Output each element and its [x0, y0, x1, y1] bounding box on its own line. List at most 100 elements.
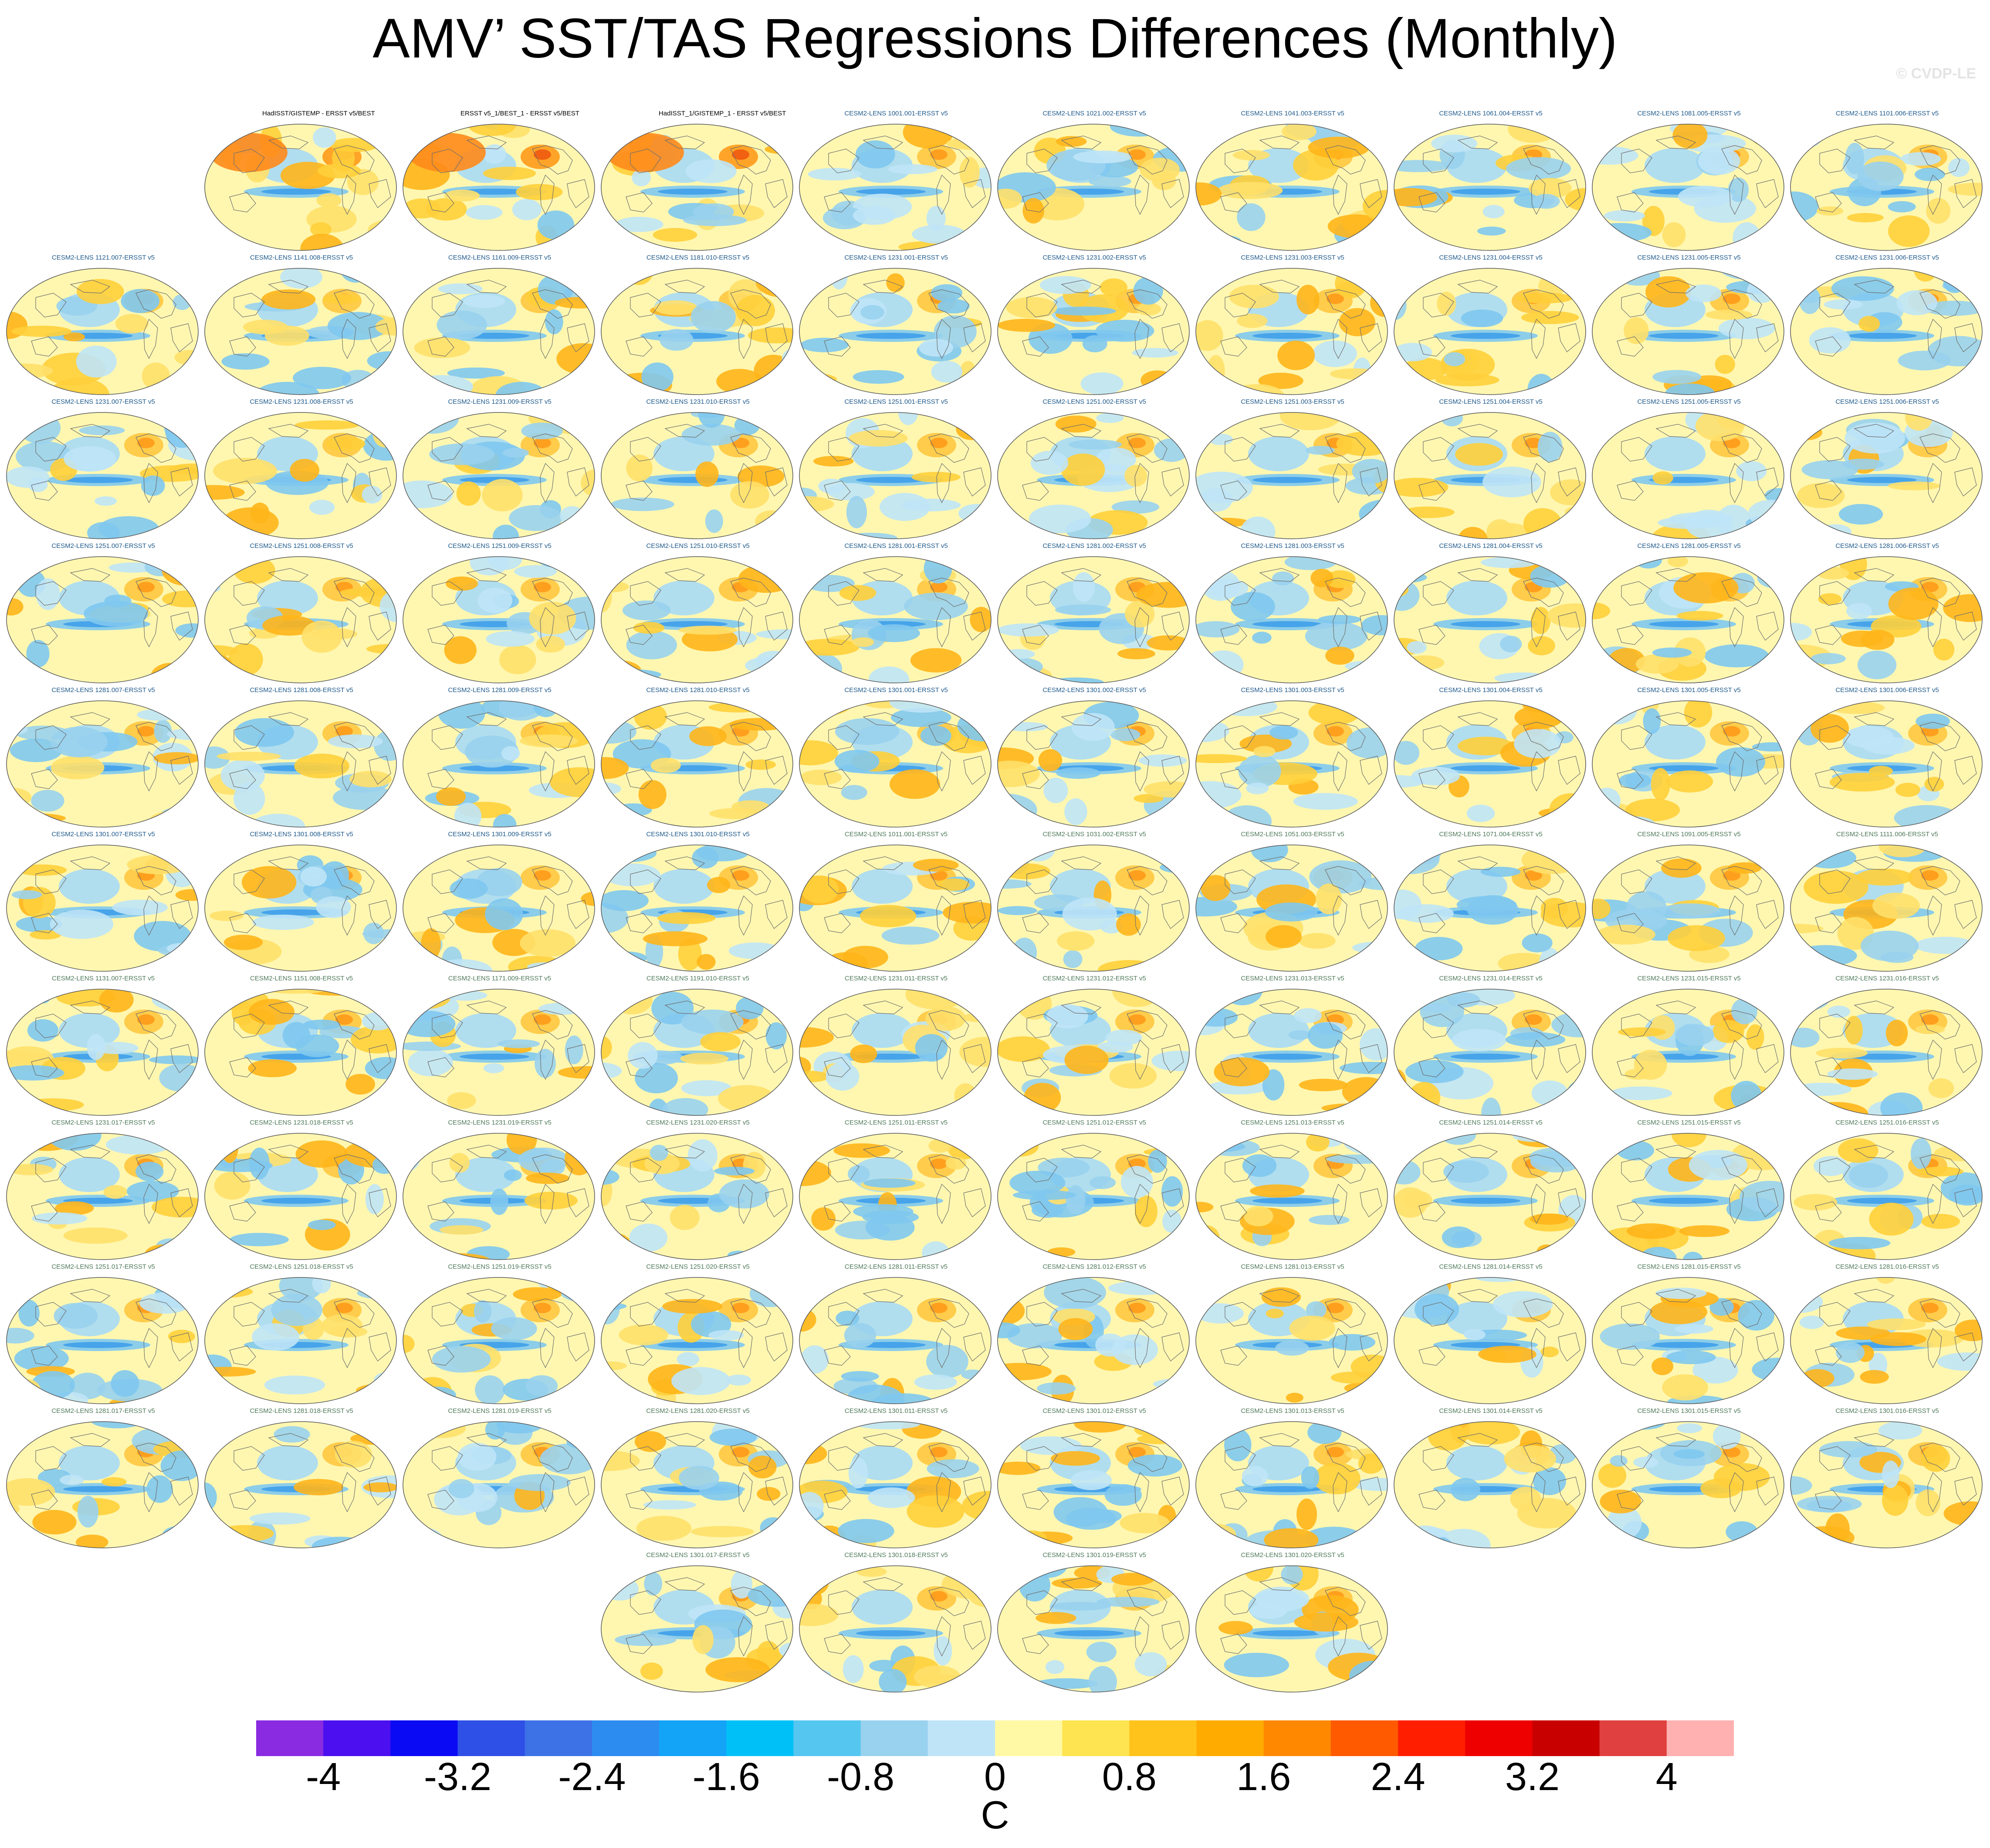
map-panel: CESM2-LENS 1281.002-ERSST v5	[996, 542, 1192, 686]
panel-label: CESM2-LENS 1301.012-ERSST v5	[1042, 1407, 1146, 1415]
map-panel: CESM2-LENS 1251.002-ERSST v5	[996, 398, 1192, 542]
map-panel: CESM2-LENS 1281.007-ERSST v5	[5, 686, 201, 830]
map-panel: CESM2-LENS 1231.018-ERSST v5	[203, 1119, 399, 1263]
global-regression-map	[403, 989, 595, 1116]
map-panel: CESM2-LENS 1231.008-ERSST v5	[203, 398, 399, 542]
colorbar-tick-label: 1.6	[1236, 1755, 1291, 1799]
global-regression-map	[997, 412, 1190, 539]
global-regression-map	[799, 1565, 992, 1693]
panel-label: CESM2-LENS 1281.016-ERSST v5	[1835, 1263, 1939, 1270]
global-regression-map	[601, 412, 793, 539]
panel-label: CESM2-LENS 1281.019-ERSST v5	[448, 1407, 552, 1415]
panel-label: CESM2-LENS 1231.011-ERSST v5	[844, 975, 948, 982]
panel-label: CESM2-LENS 1301.014-ERSST v5	[1439, 1407, 1543, 1415]
global-regression-map	[403, 1277, 595, 1404]
global-regression-map	[1195, 1421, 1388, 1548]
panel-label: CESM2-LENS 1231.002-ERSST v5	[1042, 254, 1146, 261]
global-regression-map	[1790, 268, 1983, 395]
map-panel: CESM2-LENS 1231.015-ERSST v5	[1591, 975, 1787, 1118]
global-regression-map	[1592, 556, 1784, 683]
map-panel: HadISST/GISTEMP - ERSST v5/BEST	[203, 110, 399, 253]
global-regression-map	[6, 845, 199, 972]
global-regression-map	[799, 268, 992, 395]
panel-label: CESM2-LENS 1281.017-ERSST v5	[51, 1407, 155, 1415]
global-regression-map	[1394, 412, 1586, 539]
global-regression-map	[1790, 1133, 1983, 1260]
panel-label: CESM2-LENS 1251.017-ERSST v5	[51, 1263, 155, 1270]
panel-label: CESM2-LENS 1251.016-ERSST v5	[1835, 1119, 1939, 1126]
panel-label: CESM2-LENS 1251.004-ERSST v5	[1439, 398, 1543, 405]
map-panel: CESM2-LENS 1251.015-ERSST v5	[1591, 1119, 1787, 1263]
map-panel: CESM2-LENS 1301.014-ERSST v5	[1393, 1407, 1589, 1551]
map-panel: CESM2-LENS 1281.010-ERSST v5	[600, 686, 796, 830]
panel-label: CESM2-LENS 1301.013-ERSST v5	[1241, 1407, 1344, 1415]
global-regression-map	[204, 845, 397, 972]
panel-label: CESM2-LENS 1251.015-ERSST v5	[1637, 1119, 1741, 1126]
map-panel: CESM2-LENS 1251.004-ERSST v5	[1393, 398, 1589, 542]
map-panel: CESM2-LENS 1251.010-ERSST v5	[600, 542, 796, 686]
panel-label: CESM2-LENS 1231.018-ERSST v5	[250, 1119, 353, 1126]
panel-label: CESM2-LENS 1231.008-ERSST v5	[250, 398, 353, 405]
colorbar-swatch	[1330, 1720, 1398, 1756]
global-regression-map	[1592, 700, 1784, 828]
global-regression-map	[403, 268, 595, 395]
colorbar-tick-label: -4	[306, 1755, 341, 1799]
map-panel: CESM2-LENS 1251.013-ERSST v5	[1195, 1119, 1391, 1263]
map-panel: CESM2-LENS 1301.005-ERSST v5	[1591, 686, 1787, 830]
global-regression-map	[1195, 412, 1388, 539]
global-regression-map	[1592, 412, 1784, 539]
map-panel: CESM2-LENS 1131.007-ERSST v5	[5, 975, 201, 1118]
global-regression-map	[6, 412, 199, 539]
map-panel: CESM2-LENS 1001.001-ERSST v5	[798, 110, 994, 253]
panel-label: CESM2-LENS 1231.019-ERSST v5	[448, 1119, 552, 1126]
colorbar-tick-label: 3.2	[1505, 1755, 1560, 1799]
panel-label: CESM2-LENS 1251.014-ERSST v5	[1439, 1119, 1543, 1126]
colorbar-swatch	[1532, 1720, 1600, 1756]
panel-label: CESM2-LENS 1091.005-ERSST v5	[1637, 831, 1741, 838]
global-regression-map	[601, 1277, 793, 1404]
global-regression-map	[1195, 845, 1388, 972]
map-panel: CESM2-LENS 1301.003-ERSST v5	[1195, 686, 1391, 830]
panel-label: CESM2-LENS 1231.003-ERSST v5	[1241, 254, 1344, 261]
panel-label: CESM2-LENS 1231.007-ERSST v5	[51, 398, 155, 405]
global-regression-map	[6, 700, 199, 828]
global-regression-map	[204, 124, 397, 251]
map-panel: CESM2-LENS 1231.003-ERSST v5	[1195, 254, 1391, 398]
colorbar-tick-label: -0.8	[827, 1755, 895, 1799]
panel-label: CESM2-LENS 1231.015-ERSST v5	[1637, 975, 1741, 982]
colorbar-tick-label: -1.6	[692, 1755, 760, 1799]
global-regression-map	[601, 989, 793, 1116]
map-panel: CESM2-LENS 1231.012-ERSST v5	[996, 975, 1192, 1118]
global-regression-map	[1790, 412, 1983, 539]
map-panel: CESM2-LENS 1011.001-ERSST v5	[798, 831, 994, 974]
panel-label: CESM2-LENS 1251.012-ERSST v5	[1042, 1119, 1146, 1126]
global-regression-map	[997, 845, 1190, 972]
map-panel: CESM2-LENS 1231.014-ERSST v5	[1393, 975, 1589, 1118]
global-regression-map	[1195, 1133, 1388, 1260]
panel-label: CESM2-LENS 1301.006-ERSST v5	[1835, 686, 1939, 694]
panel-label: CESM2-LENS 1301.009-ERSST v5	[448, 831, 552, 838]
panel-label: CESM2-LENS 1251.001-ERSST v5	[844, 398, 948, 405]
panel-label: CESM2-LENS 1281.015-ERSST v5	[1637, 1263, 1741, 1270]
colorbar-tick-label: -3.2	[423, 1755, 492, 1799]
global-regression-map	[1592, 1133, 1784, 1260]
map-panel: CESM2-LENS 1251.020-ERSST v5	[600, 1263, 796, 1407]
map-panel: CESM2-LENS 1281.014-ERSST v5	[1393, 1263, 1589, 1407]
colorbar-swatch	[995, 1720, 1063, 1756]
global-regression-map	[1592, 124, 1784, 251]
panel-label: CESM2-LENS 1301.004-ERSST v5	[1439, 686, 1543, 694]
global-regression-map	[403, 556, 595, 683]
map-panel: CESM2-LENS 1281.001-ERSST v5	[798, 542, 994, 686]
map-panel: CESM2-LENS 1041.003-ERSST v5	[1195, 110, 1391, 253]
panel-label: CESM2-LENS 1231.009-ERSST v5	[448, 398, 552, 405]
global-regression-map	[1394, 989, 1586, 1116]
global-regression-map	[204, 989, 397, 1116]
panel-label: CESM2-LENS 1301.010-ERSST v5	[646, 831, 750, 838]
global-regression-map	[1790, 556, 1983, 683]
colorbar-tick-label: 2.4	[1371, 1755, 1425, 1799]
colorbar	[256, 1720, 1734, 1756]
panel-label: CESM2-LENS 1281.008-ERSST v5	[250, 686, 353, 694]
global-regression-map	[1790, 1277, 1983, 1404]
map-panel: CESM2-LENS 1301.010-ERSST v5	[600, 831, 796, 974]
map-panel: CESM2-LENS 1281.018-ERSST v5	[203, 1407, 399, 1551]
